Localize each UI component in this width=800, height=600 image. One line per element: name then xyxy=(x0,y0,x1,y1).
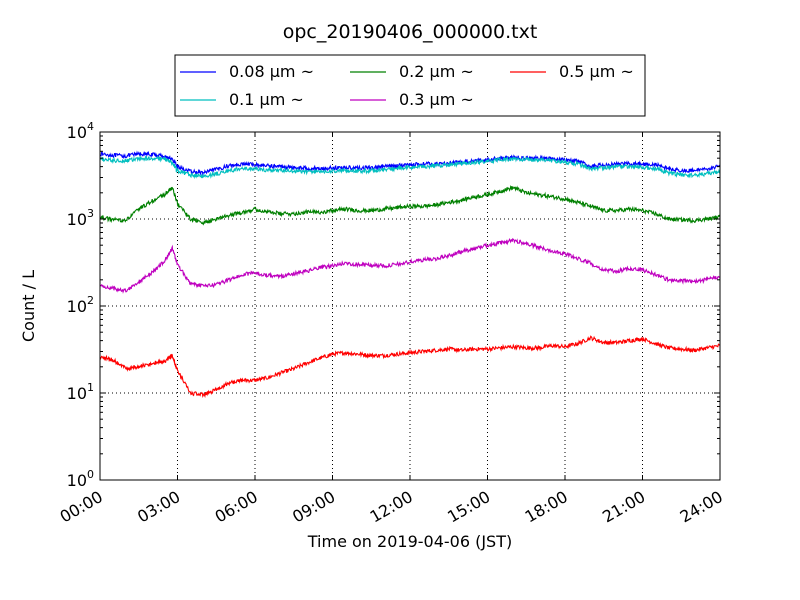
y-tick-label: 101 xyxy=(67,381,94,403)
legend-label-4: 0.5 μm ~ xyxy=(559,62,634,81)
legend: 0.08 μm ~ 0.1 μm ~ 0.2 μm ~ 0.3 μm ~ 0.5 μm … xyxy=(174,54,646,117)
y-tick-label: 103 xyxy=(67,207,94,229)
legend-frame xyxy=(174,54,646,117)
y-tick-label: 100 xyxy=(67,468,94,490)
series-line-0 xyxy=(99,150,721,177)
y-axis-label: Count / L xyxy=(19,270,38,342)
y-axis: 100 101 102 103 104 xyxy=(67,120,720,490)
grid xyxy=(100,132,720,480)
legend-label-1: 0.1 μm ~ xyxy=(229,90,304,109)
legend-label-3: 0.3 μm ~ xyxy=(399,90,474,109)
y-tick-label: 104 xyxy=(67,120,94,142)
legend-label-0: 0.08 μm ~ xyxy=(229,62,314,81)
chart-title: opc_20190406_000000.txt xyxy=(283,21,538,43)
series-line-4 xyxy=(99,335,721,399)
series-line-2 xyxy=(99,184,721,226)
series-line-1 xyxy=(99,155,721,180)
y-tick-label: 102 xyxy=(67,294,94,316)
legend-label-2: 0.2 μm ~ xyxy=(399,62,474,81)
x-axis-label: Time on 2019-04-06 (JST) xyxy=(307,532,512,551)
series-line-3 xyxy=(99,237,721,294)
series-lines xyxy=(99,150,721,399)
